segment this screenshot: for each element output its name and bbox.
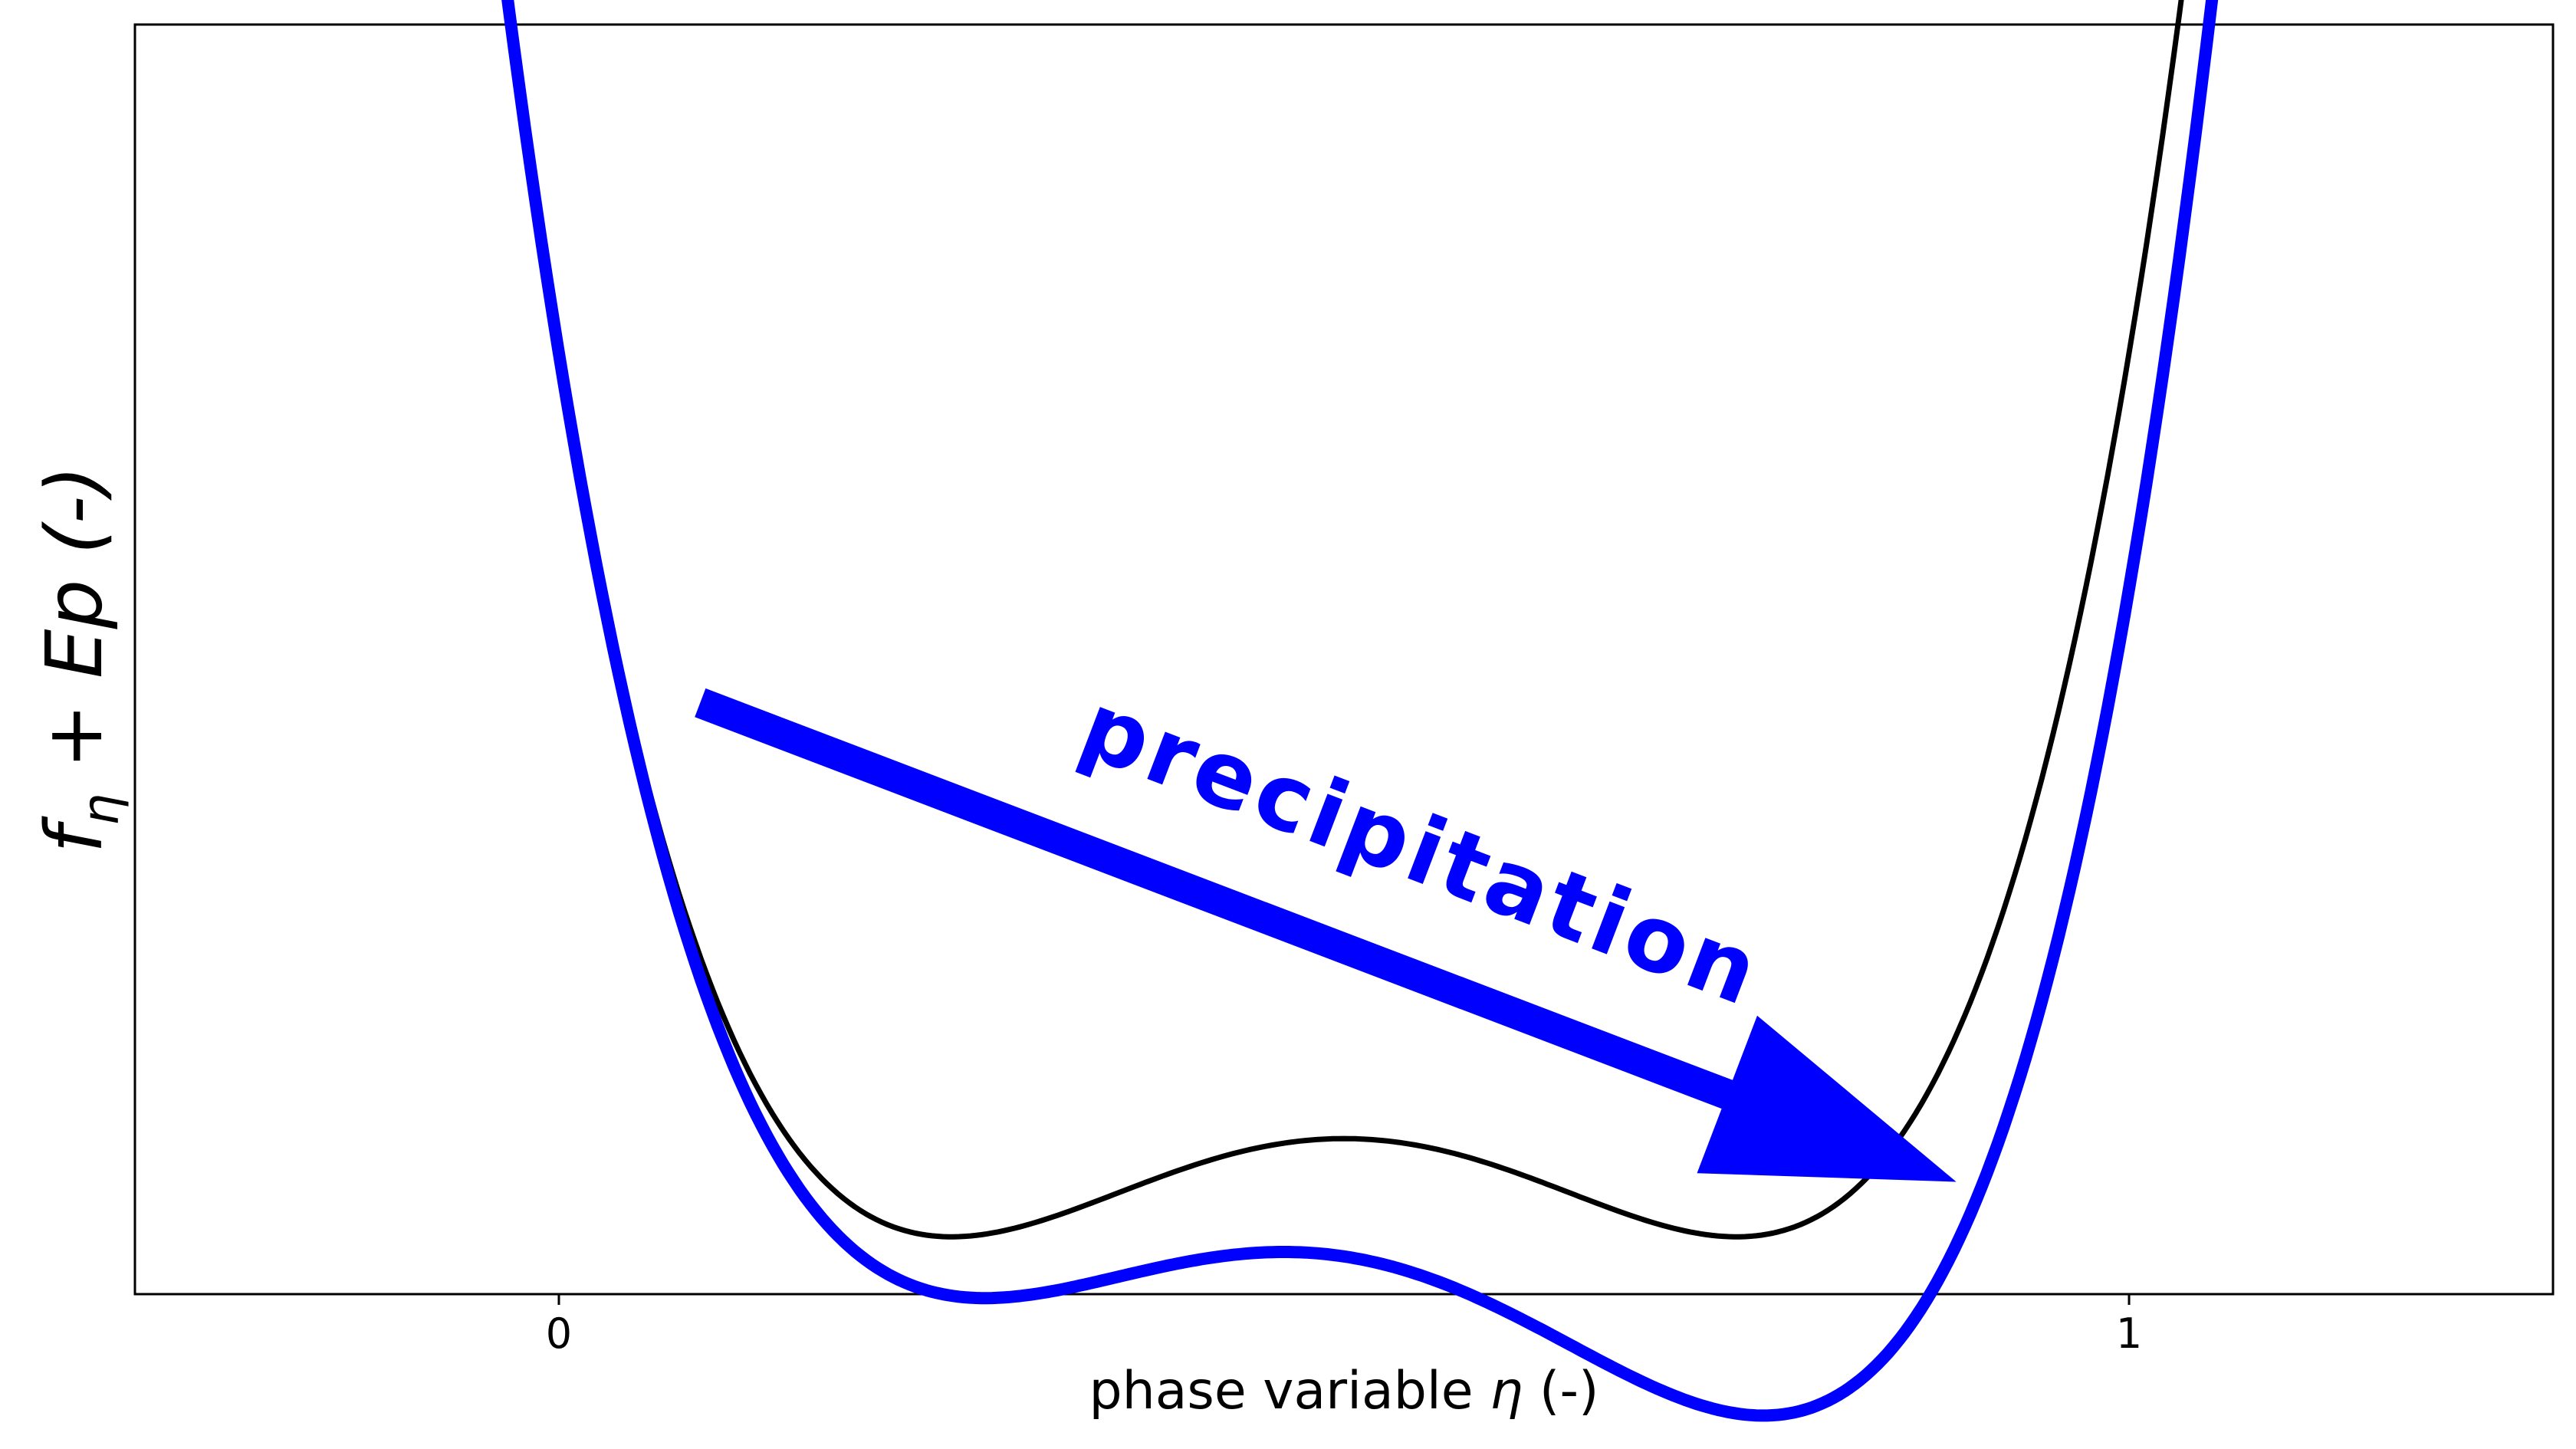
arrow-group: precipitation: [695, 672, 1957, 1182]
series-group: [501, 0, 2219, 1422]
x-axis-label: phase variable η (-): [1089, 1361, 1598, 1421]
series-line-black: [504, 0, 2184, 1240]
x-tick-label: 1: [2116, 1309, 2142, 1358]
plot-frame: [133, 23, 2555, 1296]
series-line-blue: [501, 0, 2219, 1422]
precipitation-arrow: [695, 688, 1957, 1182]
x-tick-label: 0: [546, 1309, 572, 1358]
y-axis-label: fη + Ep (-): [29, 465, 130, 853]
